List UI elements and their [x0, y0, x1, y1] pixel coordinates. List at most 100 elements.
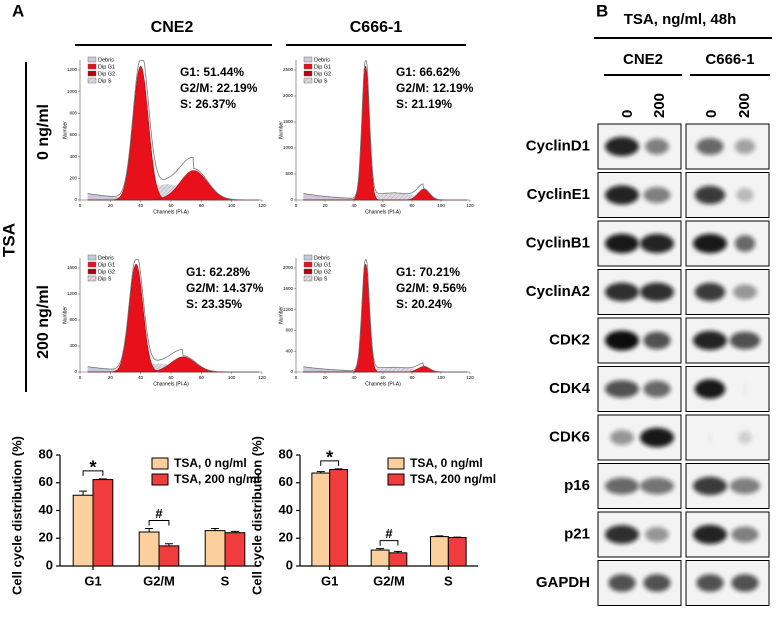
y-tick-label: 20	[39, 530, 53, 545]
blot-band	[694, 282, 726, 302]
protein-label: CDK6	[549, 428, 590, 445]
y-tick-label: 1200	[283, 307, 294, 312]
protein-label: CDK4	[549, 380, 590, 397]
phase-stat: G2/M: 9.56%	[396, 281, 467, 295]
legend-swatch	[87, 63, 97, 70]
y-axis-label: Cell cycle distribution (%)	[9, 436, 24, 595]
y-tick-label: 40	[39, 502, 53, 517]
y-tick-label: 20	[279, 530, 293, 545]
phase-stat: G2/M: 12.19%	[396, 81, 474, 95]
error-bar	[435, 535, 444, 537]
legend-swatch	[303, 63, 313, 70]
y-tick-label: 1000	[67, 89, 78, 94]
legend-label: Dip G2	[98, 269, 115, 275]
x-tick-label: 40	[351, 375, 357, 380]
bar	[388, 552, 408, 567]
x-tick-label: S	[221, 573, 230, 588]
y-tick-label: 1000	[283, 145, 294, 150]
legend-swatch	[387, 473, 405, 486]
bar	[370, 549, 390, 567]
blot-band	[729, 331, 761, 350]
phase-stat: S: 20.24%	[396, 297, 452, 311]
error-bar	[316, 471, 325, 474]
bar	[447, 537, 467, 567]
x-tick-label: 100	[228, 375, 236, 380]
y-tick-label: 0	[290, 197, 293, 202]
y-tick-label: 0	[286, 557, 293, 572]
x-tick-label: 60	[168, 203, 174, 208]
dose: 0	[619, 110, 636, 118]
y-tick-label: 80	[279, 446, 293, 461]
blot-band	[645, 138, 669, 155]
x-tick-label: 40	[138, 203, 144, 208]
bar	[329, 469, 348, 567]
blot-band	[693, 233, 727, 254]
error-bar	[393, 550, 402, 553]
bar	[224, 532, 246, 567]
legend-label: Debris	[98, 255, 114, 261]
dose: 200	[736, 93, 753, 118]
significance-bracket	[82, 470, 104, 476]
cell-line: C666-1	[705, 51, 754, 68]
y-tick-label: 800	[69, 111, 77, 116]
error-bar	[145, 528, 154, 533]
blot-band	[643, 331, 671, 350]
legend-swatch	[87, 268, 97, 275]
bar	[138, 531, 160, 567]
error-bar	[79, 490, 88, 496]
bar	[430, 536, 449, 567]
blot-band	[729, 478, 761, 494]
blot-band	[643, 574, 671, 592]
bar	[72, 494, 94, 567]
legend-swatch	[303, 56, 313, 63]
x-tick-label: 120	[258, 203, 266, 208]
x-tick-label: 0	[79, 375, 82, 380]
legend-label: TSA, 0 ng/ml	[410, 456, 483, 470]
significance-bracket	[320, 460, 340, 466]
blot-band	[743, 382, 747, 396]
blot-band	[696, 574, 724, 592]
blot-band	[694, 185, 726, 205]
legend-label: TSA, 200 ng/ml	[410, 472, 496, 486]
blot-band	[640, 233, 674, 254]
blot-band	[643, 380, 671, 398]
cell-line: CNE2	[623, 51, 663, 68]
x-tick-label: 20	[322, 375, 328, 380]
phase-stat: G2/M: 22.19%	[180, 81, 258, 95]
y-tick-label: 400	[69, 343, 77, 348]
y-axis-label: Cell cycle distribution (%)	[249, 436, 264, 595]
y-tick-label: 2000	[283, 93, 294, 98]
y-tick-label: 1200	[67, 291, 78, 296]
protein-label: p21	[564, 525, 590, 542]
blot-band	[605, 525, 639, 544]
y-tick-label: 400	[285, 348, 293, 353]
y-tick-label: 1600	[283, 286, 294, 291]
legend-swatch	[303, 275, 313, 282]
significance-mark: #	[155, 506, 163, 521]
legend-swatch	[87, 275, 97, 282]
blot-band	[731, 574, 759, 592]
protein-label: CDK2	[549, 331, 590, 348]
x-axis-label: Channels (PI-A)	[153, 381, 189, 387]
legend-label: Dip G2	[314, 71, 331, 77]
y-tick-label: 400	[69, 154, 77, 159]
y-tick-label: 0	[74, 197, 77, 202]
y-axis-label: Number	[62, 121, 68, 139]
row-group-label: TSA	[0, 223, 18, 257]
blot-band	[605, 330, 639, 351]
histogram-outline	[87, 60, 259, 201]
y-tick-label: 200	[69, 176, 77, 181]
x-axis-label: Channels (PI-A)	[365, 381, 401, 387]
y-axis-label: Number	[62, 306, 68, 324]
phase-stat: S: 26.37%	[180, 97, 236, 111]
error-bar	[334, 468, 343, 470]
significance-bracket	[379, 540, 399, 546]
blot-band	[694, 379, 726, 399]
blot-band	[736, 188, 754, 202]
y-tick-label: 1600	[67, 265, 78, 270]
blot-band	[605, 477, 639, 495]
legend-swatch	[151, 457, 169, 470]
legend-label: Debris	[314, 57, 330, 63]
y-tick-label: 40	[279, 502, 293, 517]
x-tick-label: 20	[108, 375, 114, 380]
